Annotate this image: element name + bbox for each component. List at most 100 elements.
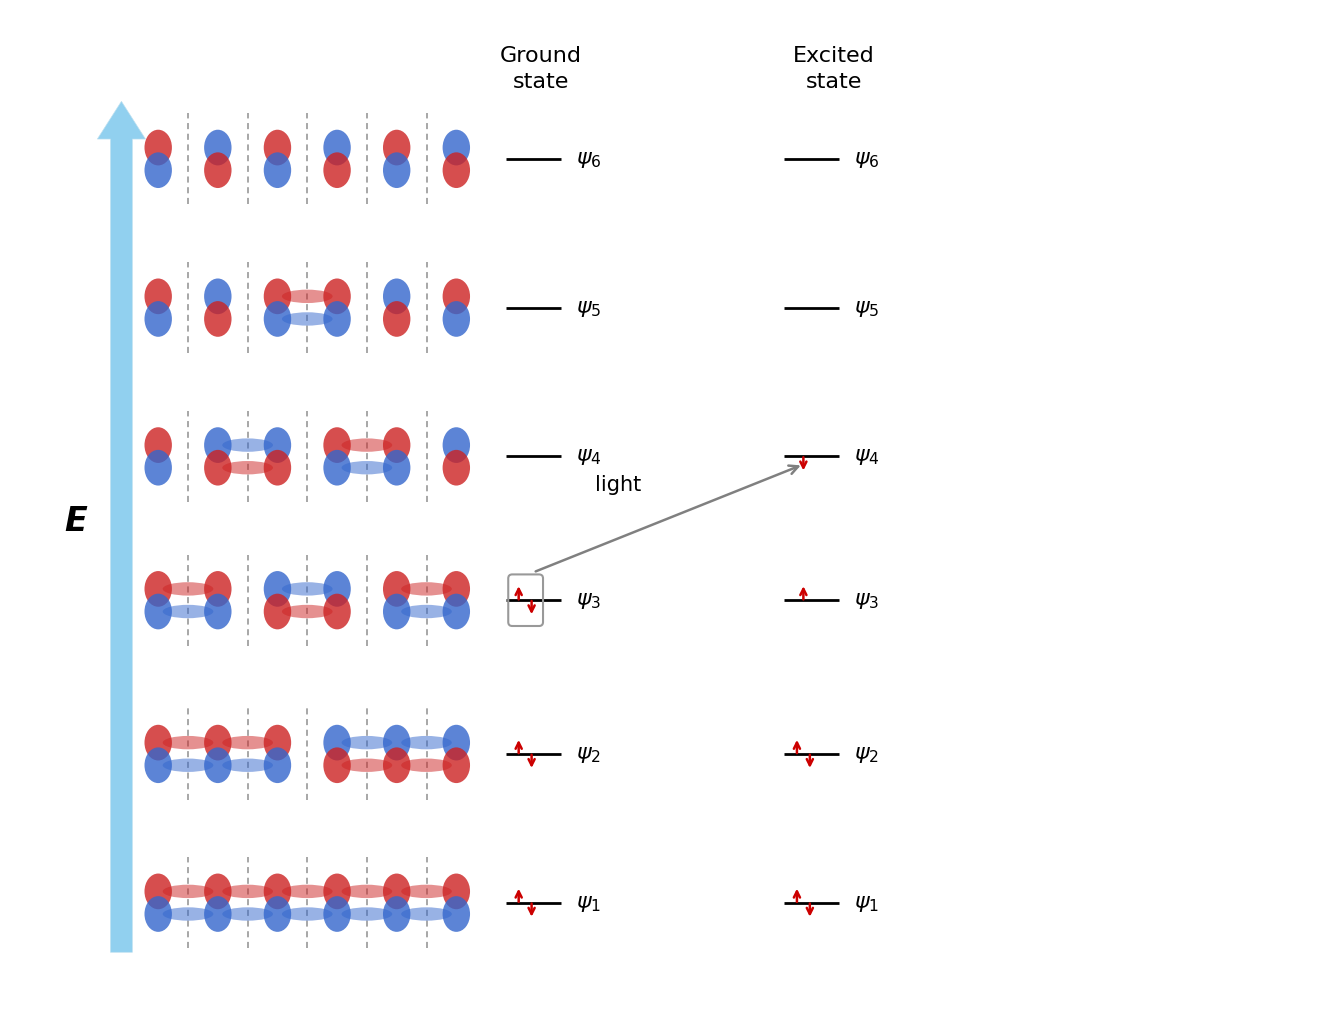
Text: $\psi_2$: $\psi_2$ bbox=[854, 744, 879, 764]
Ellipse shape bbox=[442, 279, 470, 314]
Ellipse shape bbox=[401, 759, 452, 772]
Text: $\psi_6$: $\psi_6$ bbox=[575, 150, 601, 170]
Ellipse shape bbox=[222, 759, 273, 772]
Ellipse shape bbox=[204, 594, 232, 630]
Ellipse shape bbox=[401, 885, 452, 898]
Ellipse shape bbox=[384, 279, 410, 314]
Ellipse shape bbox=[264, 725, 292, 760]
Text: $\psi_2$: $\psi_2$ bbox=[575, 744, 601, 764]
Ellipse shape bbox=[163, 606, 213, 619]
Ellipse shape bbox=[442, 130, 470, 166]
Ellipse shape bbox=[324, 451, 350, 486]
Ellipse shape bbox=[324, 302, 350, 338]
Ellipse shape bbox=[222, 462, 273, 475]
Ellipse shape bbox=[324, 725, 350, 760]
Ellipse shape bbox=[264, 154, 292, 189]
Ellipse shape bbox=[204, 451, 232, 486]
Ellipse shape bbox=[204, 279, 232, 314]
Ellipse shape bbox=[442, 594, 470, 630]
Ellipse shape bbox=[324, 571, 350, 608]
Ellipse shape bbox=[324, 130, 350, 166]
Ellipse shape bbox=[324, 897, 350, 932]
Ellipse shape bbox=[324, 154, 350, 189]
Text: $\psi_3$: $\psi_3$ bbox=[854, 590, 879, 611]
Ellipse shape bbox=[282, 582, 333, 596]
Ellipse shape bbox=[204, 130, 232, 166]
Ellipse shape bbox=[384, 725, 410, 760]
Ellipse shape bbox=[401, 606, 452, 619]
Ellipse shape bbox=[144, 130, 172, 166]
Ellipse shape bbox=[282, 885, 333, 898]
Ellipse shape bbox=[401, 908, 452, 921]
Ellipse shape bbox=[222, 736, 273, 749]
Ellipse shape bbox=[324, 748, 350, 784]
Ellipse shape bbox=[144, 874, 172, 909]
Ellipse shape bbox=[204, 874, 232, 909]
Ellipse shape bbox=[341, 908, 392, 921]
Ellipse shape bbox=[442, 302, 470, 338]
Ellipse shape bbox=[442, 154, 470, 189]
Ellipse shape bbox=[264, 130, 292, 166]
Text: $\psi_5$: $\psi_5$ bbox=[575, 298, 601, 318]
Ellipse shape bbox=[324, 279, 350, 314]
Text: $\psi_1$: $\psi_1$ bbox=[854, 893, 879, 913]
Ellipse shape bbox=[341, 885, 392, 898]
Ellipse shape bbox=[264, 279, 292, 314]
Ellipse shape bbox=[442, 428, 470, 463]
Ellipse shape bbox=[442, 451, 470, 486]
Ellipse shape bbox=[222, 885, 273, 898]
Ellipse shape bbox=[222, 439, 273, 452]
Text: $\boldsymbol{E}$: $\boldsymbol{E}$ bbox=[64, 504, 88, 538]
Ellipse shape bbox=[204, 748, 232, 784]
Ellipse shape bbox=[204, 725, 232, 760]
Text: $\psi_4$: $\psi_4$ bbox=[854, 447, 879, 467]
Ellipse shape bbox=[442, 725, 470, 760]
Ellipse shape bbox=[384, 130, 410, 166]
FancyArrow shape bbox=[97, 102, 145, 952]
Ellipse shape bbox=[341, 759, 392, 772]
Ellipse shape bbox=[282, 290, 333, 303]
Ellipse shape bbox=[163, 759, 213, 772]
Ellipse shape bbox=[163, 885, 213, 898]
Ellipse shape bbox=[204, 302, 232, 338]
Ellipse shape bbox=[282, 606, 333, 619]
Ellipse shape bbox=[264, 748, 292, 784]
Ellipse shape bbox=[163, 908, 213, 921]
Ellipse shape bbox=[341, 462, 392, 475]
Ellipse shape bbox=[264, 897, 292, 932]
Ellipse shape bbox=[264, 874, 292, 909]
Ellipse shape bbox=[384, 451, 410, 486]
Ellipse shape bbox=[384, 428, 410, 463]
Text: $\psi_5$: $\psi_5$ bbox=[854, 298, 879, 318]
Ellipse shape bbox=[204, 154, 232, 189]
Text: $\psi_3$: $\psi_3$ bbox=[575, 590, 601, 611]
Text: Excited
state: Excited state bbox=[793, 45, 875, 92]
Ellipse shape bbox=[264, 428, 292, 463]
Ellipse shape bbox=[264, 302, 292, 338]
Ellipse shape bbox=[144, 302, 172, 338]
Ellipse shape bbox=[341, 439, 392, 452]
Text: Ground
state: Ground state bbox=[500, 45, 582, 92]
Ellipse shape bbox=[264, 571, 292, 608]
Ellipse shape bbox=[204, 897, 232, 932]
Ellipse shape bbox=[163, 736, 213, 749]
Text: light: light bbox=[595, 474, 642, 494]
Ellipse shape bbox=[144, 451, 172, 486]
Ellipse shape bbox=[144, 897, 172, 932]
Ellipse shape bbox=[324, 428, 350, 463]
Ellipse shape bbox=[264, 594, 292, 630]
Ellipse shape bbox=[324, 594, 350, 630]
Text: $\psi_6$: $\psi_6$ bbox=[854, 150, 879, 170]
Ellipse shape bbox=[144, 428, 172, 463]
Ellipse shape bbox=[144, 725, 172, 760]
Ellipse shape bbox=[324, 874, 350, 909]
Ellipse shape bbox=[442, 897, 470, 932]
Ellipse shape bbox=[144, 594, 172, 630]
Ellipse shape bbox=[204, 428, 232, 463]
Ellipse shape bbox=[401, 582, 452, 596]
Ellipse shape bbox=[144, 748, 172, 784]
Text: $\psi_4$: $\psi_4$ bbox=[575, 447, 601, 467]
Ellipse shape bbox=[384, 594, 410, 630]
Ellipse shape bbox=[442, 748, 470, 784]
Ellipse shape bbox=[442, 874, 470, 909]
